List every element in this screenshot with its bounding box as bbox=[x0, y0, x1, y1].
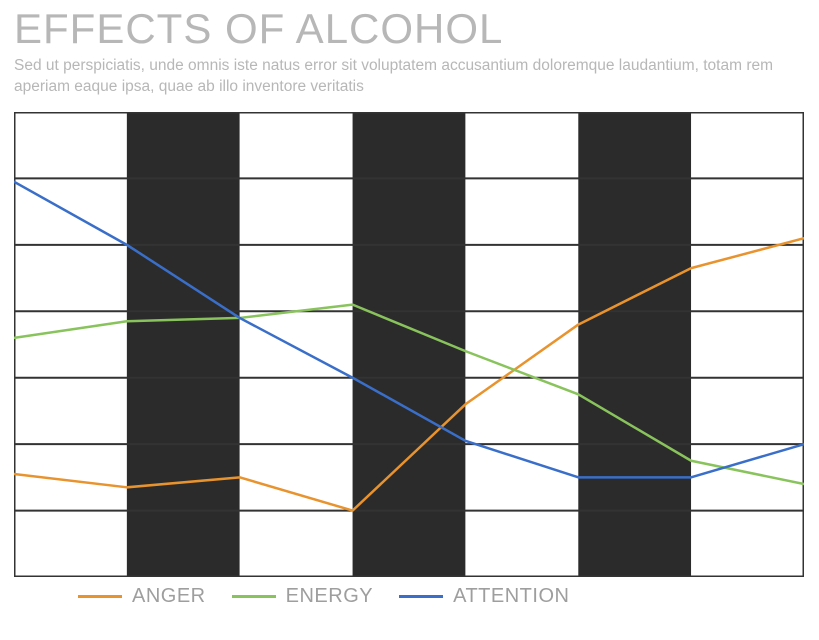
legend-swatch-attention bbox=[399, 595, 443, 598]
chart-area bbox=[14, 112, 805, 577]
legend-swatch-anger bbox=[78, 595, 122, 598]
legend-item-energy: ENERGY bbox=[232, 585, 373, 608]
legend-item-anger: ANGER bbox=[78, 585, 206, 608]
legend-label-anger: ANGER bbox=[132, 585, 206, 608]
chart-legend: ANGER ENERGY ATTENTION bbox=[78, 585, 805, 608]
page-subtitle: Sed ut perspiciatis, unde omnis iste nat… bbox=[14, 56, 805, 98]
line-chart bbox=[14, 112, 804, 577]
legend-swatch-energy bbox=[232, 595, 276, 598]
legend-label-energy: ENERGY bbox=[286, 585, 373, 608]
legend-label-attention: ATTENTION bbox=[453, 585, 569, 608]
page-title: EFFECTS OF ALCOHOL bbox=[14, 8, 805, 50]
legend-item-attention: ATTENTION bbox=[399, 585, 569, 608]
